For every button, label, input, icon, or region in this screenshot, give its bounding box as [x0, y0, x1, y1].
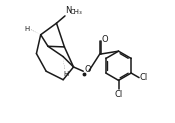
Text: CH₃: CH₃	[69, 9, 82, 15]
Text: Cl: Cl	[114, 90, 123, 99]
Text: H: H	[63, 71, 68, 77]
Text: O: O	[85, 65, 91, 74]
Text: Cl: Cl	[140, 73, 148, 82]
Text: O: O	[102, 35, 108, 44]
Text: H: H	[25, 26, 30, 32]
Text: N: N	[66, 6, 72, 15]
